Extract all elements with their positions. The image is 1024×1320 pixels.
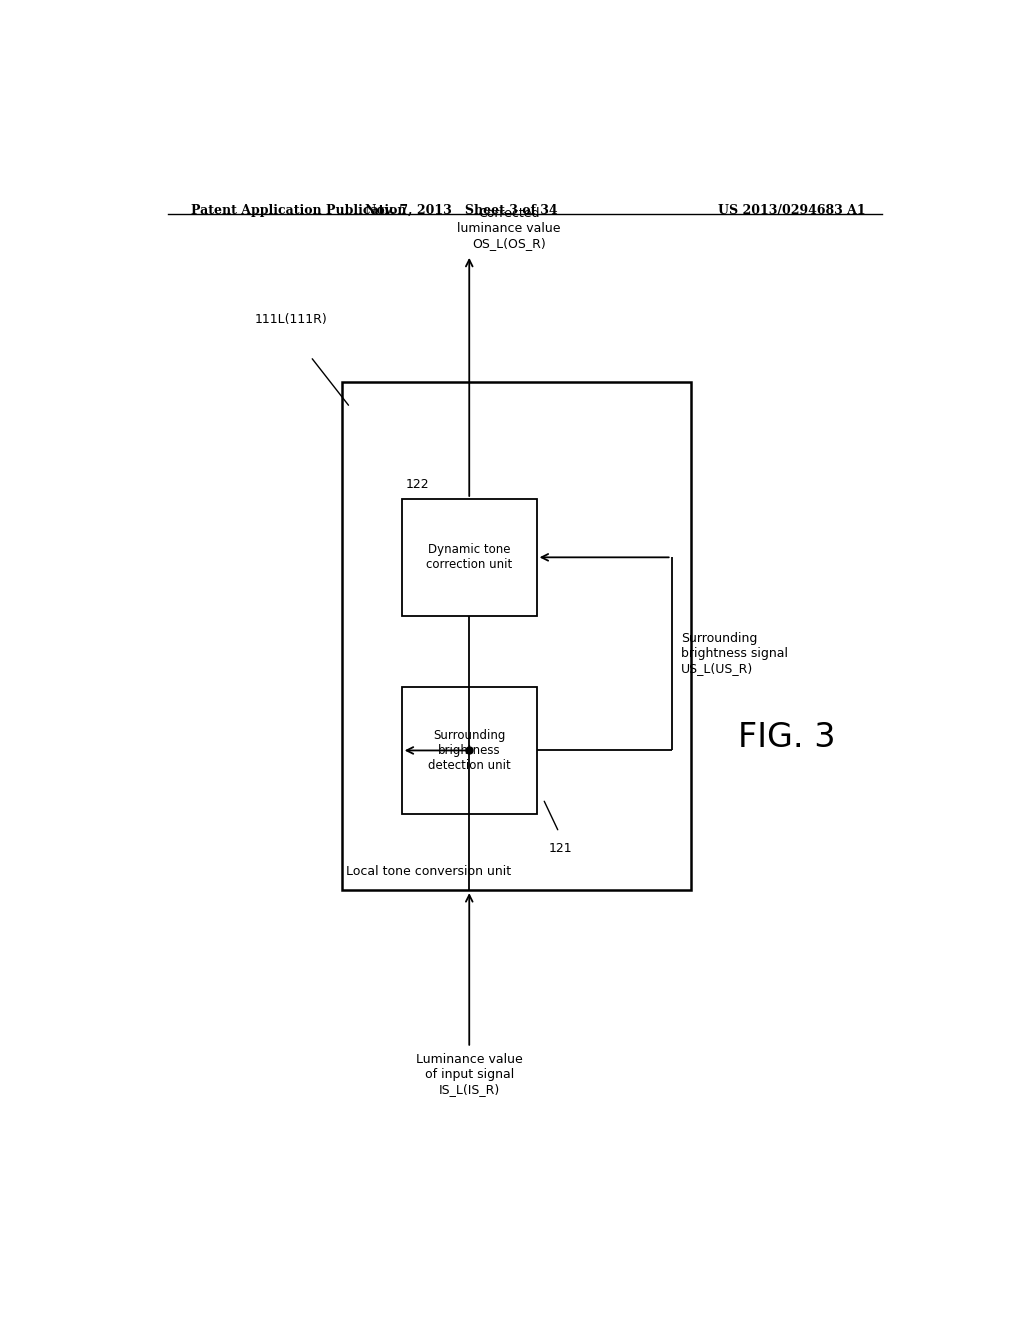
Text: 111L(111R): 111L(111R) — [255, 313, 328, 326]
Text: Surrounding
brightness
detection unit: Surrounding brightness detection unit — [428, 729, 511, 772]
Bar — [401, 686, 537, 814]
Text: Patent Application Publication: Patent Application Publication — [191, 205, 407, 216]
Text: Luminance value
of input signal
IS_L(IS_R): Luminance value of input signal IS_L(IS_… — [416, 1053, 522, 1096]
Text: Nov. 7, 2013   Sheet 3 of 34: Nov. 7, 2013 Sheet 3 of 34 — [365, 205, 558, 216]
Text: 122: 122 — [406, 478, 429, 491]
Bar — [401, 499, 537, 615]
Text: 121: 121 — [549, 842, 572, 855]
Bar — [342, 381, 691, 890]
Text: Local tone conversion unit: Local tone conversion unit — [346, 865, 511, 878]
Text: FIG. 3: FIG. 3 — [738, 721, 836, 754]
Text: Surrounding
brightness signal
US_L(US_R): Surrounding brightness signal US_L(US_R) — [681, 632, 788, 676]
Text: Corrected
luminance value
OS_L(OS_R): Corrected luminance value OS_L(OS_R) — [457, 207, 561, 249]
Text: Dynamic tone
correction unit: Dynamic tone correction unit — [426, 544, 512, 572]
Text: US 2013/0294683 A1: US 2013/0294683 A1 — [719, 205, 866, 216]
